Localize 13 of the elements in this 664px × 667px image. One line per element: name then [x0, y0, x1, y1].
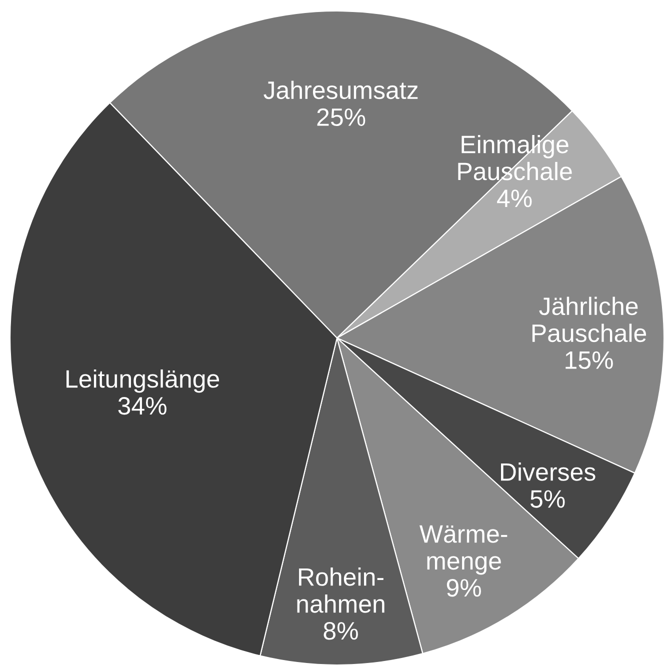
slice-label: Diverses [501, 462, 596, 481]
slice-label: Rohein- nahmen [297, 568, 384, 613]
slice-label: Jahresumsatz [264, 80, 418, 100]
slice-label: Wärme- menge [419, 525, 508, 575]
data-label: 5% [530, 490, 565, 508]
data-label: 8% [324, 622, 358, 640]
data-label: 9% [446, 578, 481, 597]
data-label: 34% [118, 397, 166, 415]
slice-label: Jährliche Pauschale [532, 296, 646, 342]
data-label: 4% [497, 190, 532, 208]
data-label: 15% [566, 351, 613, 369]
data-label: 25% [317, 108, 366, 126]
slice-label: Leitungslänge [66, 369, 220, 393]
